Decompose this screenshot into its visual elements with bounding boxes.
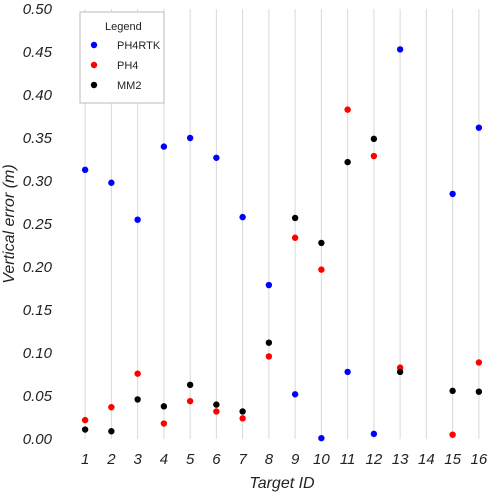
x-tick-label: 2 <box>106 451 116 468</box>
x-tick-label: 10 <box>313 451 330 468</box>
x-tick-label: 13 <box>392 451 409 468</box>
point-ph4rtk <box>265 281 273 289</box>
point-ph4 <box>291 234 299 241</box>
y-tick-label: 0.25 <box>23 216 53 233</box>
point-ph4rtk <box>186 134 194 142</box>
point-ph4 <box>213 408 220 415</box>
point-ph4rtk <box>449 190 456 198</box>
point-mm2 <box>449 387 456 395</box>
legend-marker <box>90 41 98 49</box>
point-ph4rtk <box>160 143 168 150</box>
legend-marker <box>90 61 98 69</box>
point-ph4rtk <box>344 368 351 376</box>
point-mm2 <box>396 368 404 376</box>
point-mm2 <box>239 408 246 415</box>
y-tick-label: 0.00 <box>23 431 53 448</box>
y-tick-labels: 0.00 0.05 0.10 0.15 0.20 0.25 0.30 0.35 0.40 0.45… <box>23 1 53 448</box>
y-tick-label: 0.50 <box>23 1 53 18</box>
x-tick-label: 12 <box>366 451 383 468</box>
x-tick-label: 6 <box>212 451 221 468</box>
y-tick-label: 0.15 <box>23 302 53 319</box>
point-ph4rtk <box>213 154 220 161</box>
point-ph4 <box>160 420 168 427</box>
point-mm2 <box>186 381 194 389</box>
point-ph4rtk <box>370 430 378 438</box>
x-tick-label: 3 <box>133 451 142 468</box>
point-mm2 <box>344 158 351 166</box>
legend-label: MM2 <box>117 80 141 92</box>
point-ph4 <box>344 106 351 113</box>
legend-title: Legend <box>105 21 142 33</box>
point-mm2 <box>475 388 483 395</box>
point-mm2 <box>108 428 115 435</box>
point-ph4rtk <box>475 124 483 131</box>
y-tick-label: 0.05 <box>23 388 53 405</box>
x-tick-label: 8 <box>265 451 274 468</box>
x-tick-label: 7 <box>238 451 247 468</box>
y-axis-title: Vertical error (m) <box>1 164 18 283</box>
point-ph4 <box>449 431 456 438</box>
legend-label: PH4RTK <box>117 40 161 52</box>
point-ph4 <box>108 403 115 411</box>
x-tick-labels: 1 2 3 4 5 6 7 8 9 10 11 12 13 14 15 16 <box>81 451 488 468</box>
point-mm2 <box>160 403 168 410</box>
y-tick-label: 0.30 <box>23 173 53 190</box>
y-tick-label: 0.40 <box>23 87 53 104</box>
point-mm2 <box>370 135 378 143</box>
point-ph4rtk <box>291 391 299 398</box>
point-ph4rtk <box>134 216 141 223</box>
legend-items: PH4RTK PH4 MM2 <box>90 40 161 92</box>
data-points <box>81 46 483 442</box>
y-tick-label: 0.20 <box>23 259 53 276</box>
point-mm2 <box>291 214 299 222</box>
point-mm2 <box>213 401 220 408</box>
point-ph4rtk <box>81 166 89 174</box>
y-tick-label: 0.45 <box>23 44 53 61</box>
point-ph4rtk <box>239 213 246 221</box>
point-mm2 <box>265 339 273 346</box>
x-tick-label: 16 <box>471 451 488 468</box>
x-tick-label: 15 <box>444 451 461 468</box>
point-ph4 <box>186 397 194 405</box>
legend-label: PH4 <box>117 60 138 72</box>
point-ph4rtk <box>318 434 325 442</box>
x-tick-label: 5 <box>186 451 195 468</box>
y-tick-label: 0.10 <box>23 345 53 362</box>
point-ph4 <box>239 415 246 422</box>
point-ph4 <box>134 370 141 377</box>
x-tick-label: 11 <box>340 451 356 468</box>
x-tick-label: 9 <box>291 451 300 468</box>
point-mm2 <box>134 396 141 403</box>
point-ph4 <box>265 353 273 360</box>
x-axis-title: Target ID <box>249 475 315 492</box>
x-tick-label: 4 <box>160 451 168 468</box>
point-ph4 <box>318 266 325 273</box>
point-ph4 <box>370 152 378 160</box>
y-tick-label: 0.35 <box>23 130 53 147</box>
point-ph4rtk <box>396 46 404 53</box>
point-mm2 <box>81 426 89 433</box>
x-tick-label: 14 <box>418 451 435 468</box>
x-tick-label: 1 <box>81 451 89 468</box>
point-mm2 <box>318 239 325 247</box>
point-ph4 <box>475 359 483 366</box>
point-ph4 <box>81 416 89 424</box>
point-ph4rtk <box>108 179 115 186</box>
legend: Legend PH4RTK PH4 MM2 <box>79 11 165 104</box>
legend-marker <box>90 81 98 89</box>
